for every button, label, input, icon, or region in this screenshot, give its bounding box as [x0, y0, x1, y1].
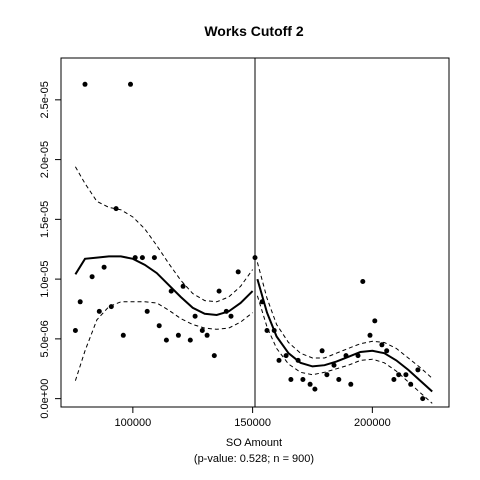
- chart-title: Works Cutoff 2: [204, 23, 304, 39]
- data-point: [144, 308, 150, 314]
- data-point: [396, 372, 402, 378]
- y-tick-label: 2.5e-05: [39, 81, 51, 118]
- y-tick-label: 0.0e+00: [39, 379, 51, 419]
- data-point: [420, 396, 426, 402]
- data-point: [132, 255, 138, 261]
- fit-line-left: [74, 255, 254, 317]
- confidence-bands: [74, 166, 433, 404]
- y-tick-label: 1.0e-05: [39, 260, 51, 297]
- data-point: [331, 362, 337, 368]
- data-point: [355, 353, 361, 359]
- data-point: [113, 206, 119, 212]
- ci-upper-line-right: [256, 262, 433, 379]
- chart-subtitle: (p-value: 0.528; n = 900): [194, 453, 314, 465]
- data-point: [259, 299, 265, 305]
- data-point: [307, 381, 313, 387]
- data-point: [228, 313, 234, 319]
- data-point: [271, 328, 277, 333]
- y-axis: 0.0e+00 5.0e-06 1.0e-05 1.5e-05 2.0e-05 2.5e-…: [39, 81, 61, 419]
- x-tick-label: 150000: [234, 417, 271, 429]
- y-tick-label: 1.5e-05: [39, 201, 51, 238]
- data-point: [264, 328, 270, 333]
- y-tick-label: 5.0e-06: [39, 320, 51, 357]
- data-point: [312, 386, 318, 392]
- y-tick-label: 2.0e-05: [39, 141, 51, 178]
- data-point: [192, 313, 198, 319]
- ci-lower-line-right: [256, 295, 433, 404]
- data-point: [96, 308, 102, 314]
- data-point: [89, 274, 95, 280]
- data-point: [415, 367, 421, 373]
- data-point: [360, 279, 366, 284]
- data-point: [343, 353, 349, 359]
- data-point: [77, 299, 83, 305]
- x-axis: 100000 150000 200000: [114, 407, 391, 429]
- data-points: [72, 81, 426, 402]
- data-point: [175, 332, 181, 338]
- data-point: [223, 308, 229, 314]
- x-tick-label: 200000: [354, 417, 391, 429]
- data-point: [288, 377, 294, 382]
- fit-line-right: [256, 278, 433, 393]
- data-point: [276, 357, 282, 363]
- data-point: [403, 372, 409, 378]
- data-point: [180, 283, 186, 289]
- data-point: [408, 381, 414, 387]
- data-point: [120, 332, 126, 338]
- data-point: [235, 269, 241, 275]
- data-point: [295, 357, 301, 363]
- data-point: [216, 288, 222, 294]
- data-point: [204, 332, 210, 338]
- data-point: [108, 304, 114, 310]
- data-point: [348, 381, 354, 387]
- data-point: [101, 264, 107, 270]
- data-point: [128, 81, 133, 87]
- data-point: [379, 342, 385, 348]
- data-point: [168, 288, 174, 294]
- data-point: [151, 255, 157, 261]
- data-point: [367, 332, 373, 338]
- data-point: [82, 81, 88, 87]
- data-point: [372, 318, 378, 324]
- data-point: [156, 323, 162, 329]
- data-point: [211, 353, 217, 359]
- ci-upper-line-left: [74, 166, 254, 303]
- data-point: [72, 328, 78, 333]
- x-axis-label: SO Amount: [226, 437, 282, 449]
- data-point: [283, 353, 289, 359]
- fit-lines: [74, 255, 433, 393]
- data-point: [187, 337, 193, 343]
- data-point: [391, 377, 397, 382]
- data-point: [300, 377, 306, 382]
- data-point: [384, 348, 390, 354]
- data-point: [139, 255, 145, 261]
- data-point: [319, 348, 325, 354]
- x-tick-label: 100000: [114, 417, 151, 429]
- data-point: [336, 377, 342, 382]
- ci-lower-line-left: [74, 301, 253, 381]
- data-point: [199, 328, 205, 333]
- data-point: [324, 372, 330, 378]
- data-point: [163, 337, 169, 343]
